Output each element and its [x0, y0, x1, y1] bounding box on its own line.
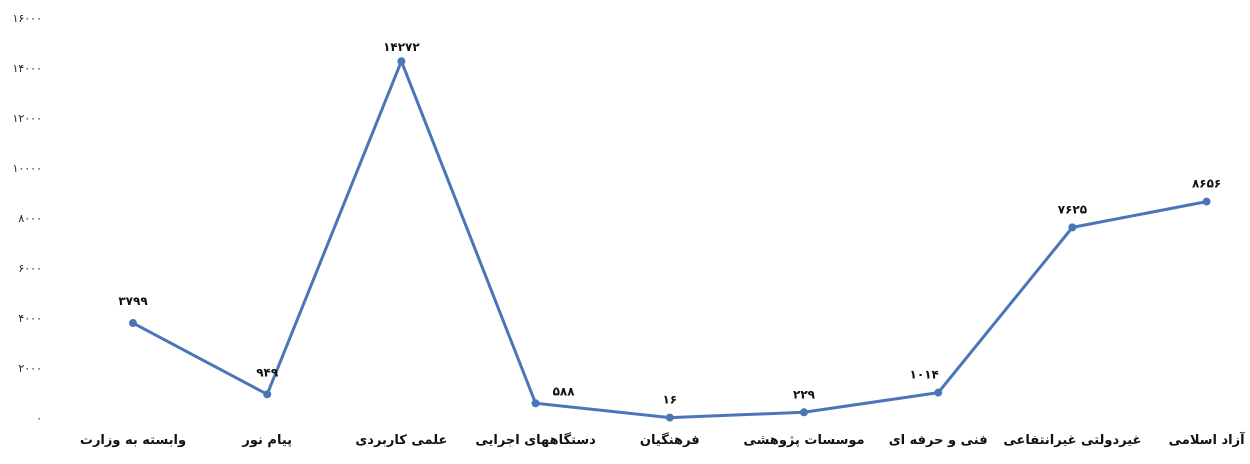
data-label: ۱۶	[662, 393, 677, 407]
series-line-group	[129, 57, 1211, 422]
x-axis: وابسته به وزارت پیام نور علمی کاربردی دستگا…	[80, 431, 1245, 448]
data-label: ۵۸۸	[553, 384, 576, 398]
data-label: ۸۶۵۶	[1192, 177, 1221, 191]
y-tick-label: ۱۶۰۰۰	[12, 12, 42, 25]
data-point	[1068, 223, 1077, 232]
y-tick-label: ۰	[36, 412, 42, 425]
x-tick-label: دستگاههای اجرایی	[475, 432, 596, 448]
x-tick-label: موسسات پژوهشی	[743, 433, 864, 448]
data-label: ۹۴۹	[256, 365, 279, 379]
y-tick-label: ۱۴۰۰۰	[12, 62, 42, 75]
x-tick-label: پیام نور	[241, 433, 292, 448]
y-tick-label: ۴۰۰۰	[18, 312, 42, 325]
x-tick-label: غیردولتی غیرانتفاعی	[1003, 433, 1141, 448]
data-label: ۷۶۲۵	[1058, 202, 1087, 216]
data-point	[531, 399, 540, 408]
data-label: ۱۰۱۴	[910, 368, 939, 382]
y-axis: ۰ ۲۰۰۰ ۴۰۰۰ ۶۰۰۰ ۸۰۰۰ ۱۰۰۰۰ ۱۲۰۰۰ ۱۴۰۰۰ ۱۶۰۰۰	[12, 12, 42, 425]
data-point	[1202, 197, 1211, 206]
y-tick-label: ۱۲۰۰۰	[12, 112, 42, 125]
y-tick-label: ۲۰۰۰	[18, 362, 42, 375]
data-label: ۲۲۹	[793, 387, 816, 401]
y-tick-label: ۱۰۰۰۰	[12, 162, 42, 175]
series-line	[132, 59, 1207, 420]
y-tick-label: ۸۰۰۰	[18, 212, 42, 225]
data-point	[129, 319, 137, 328]
data-point	[397, 57, 406, 66]
x-tick-label: فرهنگیان	[640, 432, 700, 448]
x-tick-label: فنی و حرفه ای	[889, 433, 988, 448]
x-tick-label: آزاد اسلامی	[1169, 431, 1245, 448]
data-labels: ۳۷۹۹ ۹۴۹ ۱۴۲۷۲ ۵۸۸ ۱۶ ۲۲۹ ۱۰۱۴ ۷۶۲۵ ۸۶۵۶	[118, 40, 1221, 406]
data-label: ۳۷۹۹	[118, 294, 148, 308]
data-label: ۱۴۲۷۲	[383, 40, 420, 54]
x-tick-label: وابسته به وزارت	[80, 433, 186, 448]
data-point	[800, 408, 808, 417]
data-point	[263, 390, 272, 399]
y-tick-label: ۶۰۰۰	[18, 262, 42, 275]
x-tick-label: علمی کاربردی	[355, 433, 447, 448]
data-point	[934, 388, 943, 397]
data-point	[665, 413, 674, 422]
